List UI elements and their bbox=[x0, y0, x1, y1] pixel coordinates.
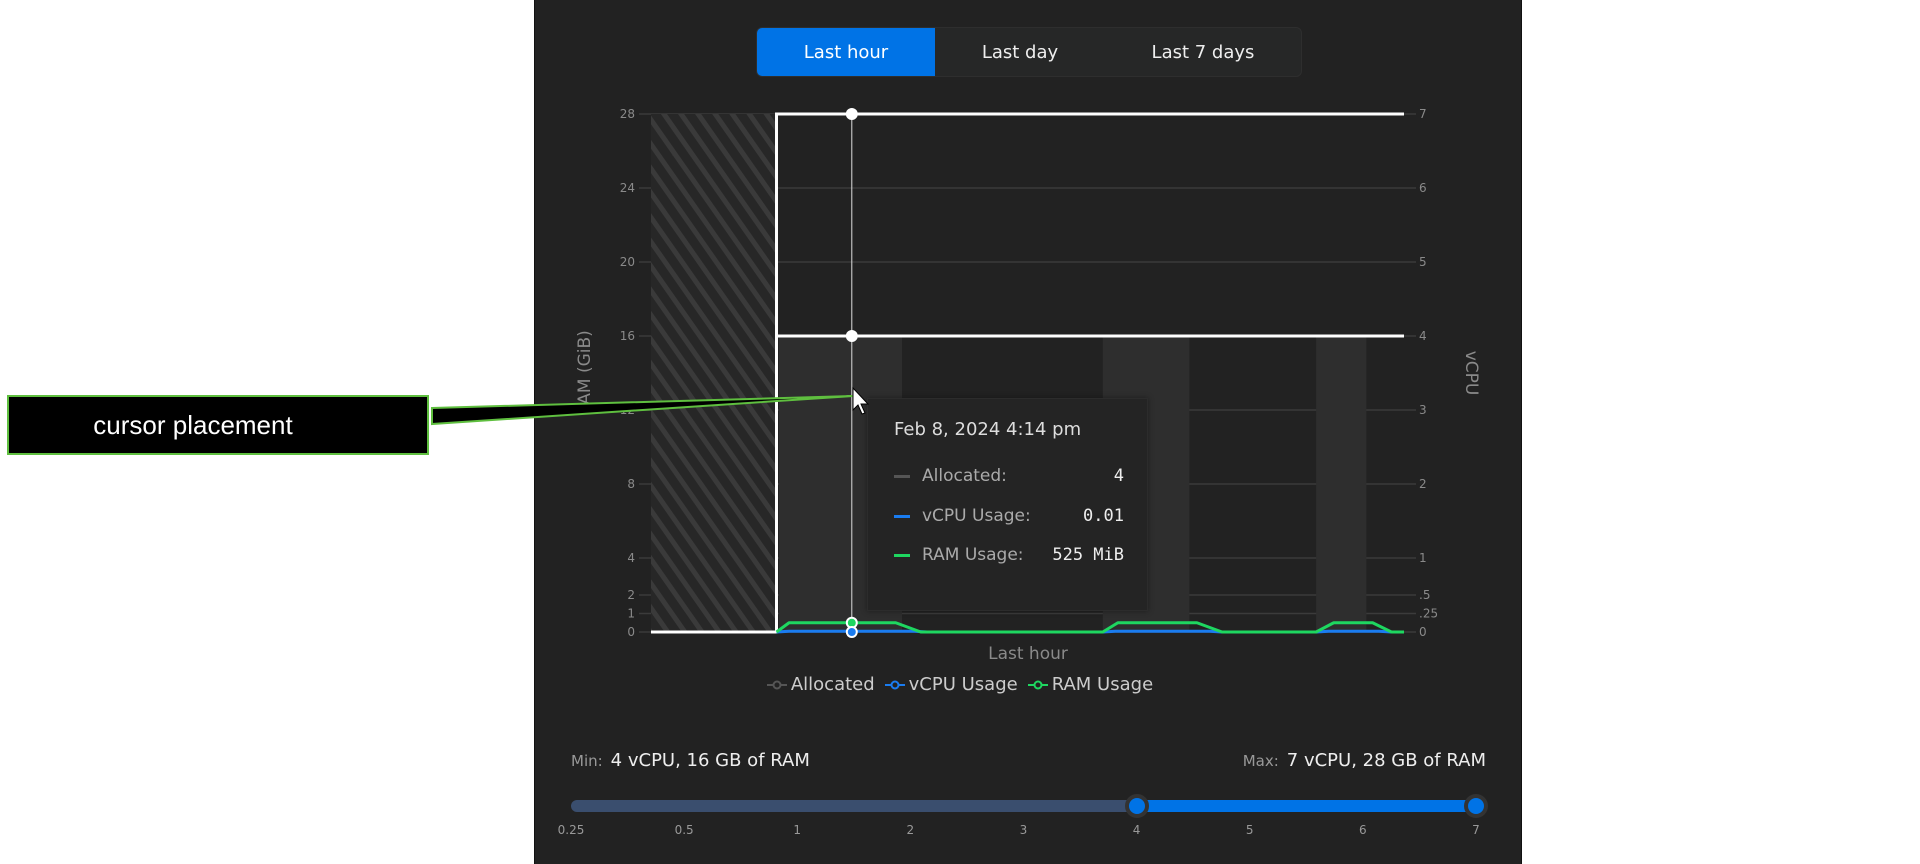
min-value: 4 vCPU, 16 GB of RAM bbox=[610, 750, 810, 771]
legend-item-ram-usage[interactable]: RAM Usage bbox=[1027, 674, 1154, 695]
ram-marker-icon bbox=[1027, 680, 1048, 689]
y-right-tick-label: 3 bbox=[1419, 403, 1427, 417]
chart-legend: Allocated vCPU Usage RAM Usage bbox=[0, 674, 1920, 695]
max-label: Max: bbox=[1242, 752, 1279, 770]
tooltip-label: vCPU Usage: bbox=[922, 506, 1031, 526]
tooltip-date: Feb 8, 2024 4:14 pm bbox=[894, 419, 1082, 440]
slider-tick-label: 0.5 bbox=[674, 823, 694, 837]
tooltip-value: 4 bbox=[1113, 466, 1124, 486]
y-right-tick-label: 6 bbox=[1419, 181, 1427, 195]
slider-tick-label: 2 bbox=[906, 823, 915, 837]
tooltip-label: RAM Usage: bbox=[922, 545, 1024, 565]
slider-tick-label: 6 bbox=[1359, 823, 1367, 837]
y-right-tick-label: 7 bbox=[1419, 107, 1427, 121]
slider-tick-label: 0.25 bbox=[557, 823, 585, 837]
y-left-tick-label: 4 bbox=[627, 551, 635, 565]
min-label: Min: bbox=[571, 752, 603, 770]
annotation-label: cursor placement bbox=[7, 395, 429, 455]
legend-item-allocated[interactable]: Allocated bbox=[766, 674, 875, 695]
hover-point-min bbox=[845, 330, 858, 342]
tooltip-value: 0.01 bbox=[1083, 506, 1124, 526]
time-range-tabs: Last hour Last day Last 7 days bbox=[756, 27, 1302, 77]
y-left-tick-label: 24 bbox=[620, 181, 635, 195]
slider-min-handle[interactable] bbox=[1124, 794, 1149, 818]
ram-swatch-icon bbox=[894, 553, 910, 557]
tooltip-value: 525 MiB bbox=[1052, 545, 1124, 565]
hover-point-vcpu bbox=[845, 626, 858, 638]
slider-tick-label: 7 bbox=[1472, 823, 1480, 837]
unavailable-region bbox=[651, 114, 777, 632]
slider-tick-label: 4 bbox=[1132, 823, 1141, 837]
ram-usage-line bbox=[775, 621, 1404, 634]
y-right-tick-label: .5 bbox=[1419, 588, 1430, 602]
activity-band bbox=[1316, 336, 1367, 632]
y-right-tick-label: 4 bbox=[1419, 329, 1427, 343]
allocated-swatch-icon bbox=[894, 474, 910, 478]
tab-last-hour[interactable]: Last hour bbox=[757, 28, 935, 76]
slider-selected-range bbox=[1136, 800, 1476, 812]
y-right-tick-label: 2 bbox=[1419, 477, 1427, 491]
min-allocation: Min: 4 vCPU, 16 GB of RAM bbox=[571, 750, 810, 771]
allocated-marker-icon bbox=[766, 680, 787, 689]
tooltip-row-allocated: Allocated: 4 bbox=[894, 464, 1124, 488]
vcpu-swatch-icon bbox=[894, 514, 910, 518]
legend-item-vcpu-usage[interactable]: vCPU Usage bbox=[884, 674, 1018, 695]
y-right-tick-label: .25 bbox=[1419, 607, 1438, 621]
tab-last-7-days[interactable]: Last 7 days bbox=[1151, 41, 1255, 63]
chart-tooltip: Feb 8, 2024 4:14 pm Allocated: 4 vCPU Us… bbox=[867, 398, 1148, 611]
legend-label: vCPU Usage bbox=[908, 674, 1018, 695]
tooltip-row-ram: RAM Usage: 525 MiB bbox=[894, 543, 1124, 567]
max-allocation: Max: 7 vCPU, 28 GB of RAM bbox=[1243, 750, 1486, 771]
y-left-tick-label: 2 bbox=[627, 588, 635, 602]
y-right-tick-label: 5 bbox=[1419, 255, 1427, 269]
vcpu-marker-icon bbox=[884, 680, 905, 689]
legend-label: RAM Usage bbox=[1051, 674, 1154, 695]
y-axis-left-title: RAM (GiB) bbox=[575, 330, 595, 416]
y-left-tick-label: 20 bbox=[620, 255, 635, 269]
x-axis-title: Last hour bbox=[988, 644, 1068, 664]
tooltip-row-vcpu: vCPU Usage: 0.01 bbox=[894, 504, 1124, 528]
allocated-line bbox=[651, 112, 1404, 634]
allocation-range-slider[interactable] bbox=[571, 794, 1488, 818]
slider-tick-label: 3 bbox=[1019, 823, 1028, 837]
slider-tick-label: 5 bbox=[1245, 823, 1254, 837]
hover-point-max bbox=[845, 108, 858, 120]
slider-max-handle[interactable] bbox=[1464, 794, 1488, 818]
tab-last-day[interactable]: Last day bbox=[981, 41, 1059, 63]
y-left-tick-label: 0 bbox=[627, 625, 635, 639]
max-value: 7 vCPU, 28 GB of RAM bbox=[1286, 750, 1486, 771]
tooltip-label: Allocated: bbox=[922, 466, 1007, 486]
y-right-tick-label: 1 bbox=[1419, 551, 1427, 565]
y-left-tick-label: 16 bbox=[620, 329, 635, 343]
y-left-tick-label: 8 bbox=[627, 477, 635, 491]
y-left-tick-label: 12 bbox=[620, 403, 635, 417]
y-left-tick-label: 28 bbox=[620, 107, 635, 121]
slider-tick-label: 1 bbox=[793, 823, 802, 837]
legend-label: Allocated bbox=[790, 674, 875, 695]
y-right-tick-label: 0 bbox=[1419, 625, 1427, 639]
y-left-tick-label: 1 bbox=[627, 607, 635, 621]
y-axis-right-title: vCPU bbox=[1461, 351, 1481, 396]
